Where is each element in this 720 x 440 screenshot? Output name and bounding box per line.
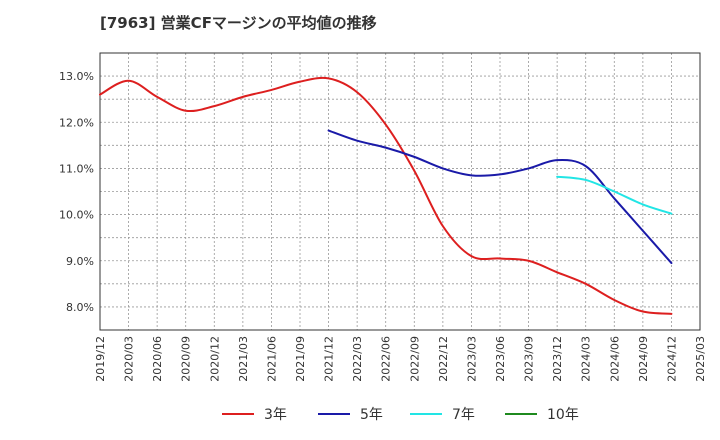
x-tick-label: 2020/03 — [123, 336, 136, 382]
x-tick-label: 2024/06 — [608, 336, 621, 382]
x-tick-label: 2024/03 — [580, 336, 593, 382]
x-tick-label: 2021/12 — [323, 336, 336, 382]
x-tick-label: 2022/06 — [380, 336, 393, 382]
plot-frame — [99, 52, 701, 331]
y-tick-label: 10.0% — [59, 209, 94, 222]
y-tick-label: 12.0% — [59, 116, 94, 129]
chart-title: [7963] 営業CFマージンの平均値の推移 — [100, 14, 377, 32]
x-tick-label: 2020/06 — [151, 336, 164, 382]
x-tick-label: 2023/12 — [551, 336, 564, 382]
x-tick-label: 2020/09 — [180, 336, 193, 382]
x-tick-label: 2024/09 — [637, 336, 650, 382]
legend-label-2: 5年 — [360, 407, 383, 423]
x-tick-label: 2021/06 — [265, 336, 278, 382]
y-tick-label: 9.0% — [66, 255, 94, 268]
legend-label-4: 10年 — [547, 407, 579, 423]
y-tick-label: 13.0% — [59, 70, 94, 83]
x-tick-label: 2025/03 — [694, 336, 707, 382]
series-line-3 — [556, 175, 673, 215]
y-tick-label: 11.0% — [59, 162, 94, 175]
x-tick-label: 2023/06 — [494, 336, 507, 382]
x-tick-label: 2022/12 — [437, 336, 450, 382]
x-tick-label: 2022/09 — [408, 336, 421, 382]
series-line-1 — [99, 76, 673, 315]
x-tick-label: 2021/03 — [237, 336, 250, 382]
x-tick-label: 2020/12 — [208, 336, 221, 382]
legend-label-3: 7年 — [452, 407, 475, 423]
x-tick-label: 2022/03 — [351, 336, 364, 382]
x-tick-label: 2021/09 — [294, 336, 307, 382]
series-line-2 — [327, 129, 673, 265]
y-tick-label: 8.0% — [66, 301, 94, 314]
x-tick-label: 2019/12 — [94, 336, 107, 382]
x-tick-label: 2024/12 — [665, 336, 678, 382]
x-tick-label: 2023/09 — [523, 336, 536, 382]
legend-label-1: 3年 — [264, 407, 287, 423]
x-tick-label: 2023/03 — [465, 336, 478, 382]
